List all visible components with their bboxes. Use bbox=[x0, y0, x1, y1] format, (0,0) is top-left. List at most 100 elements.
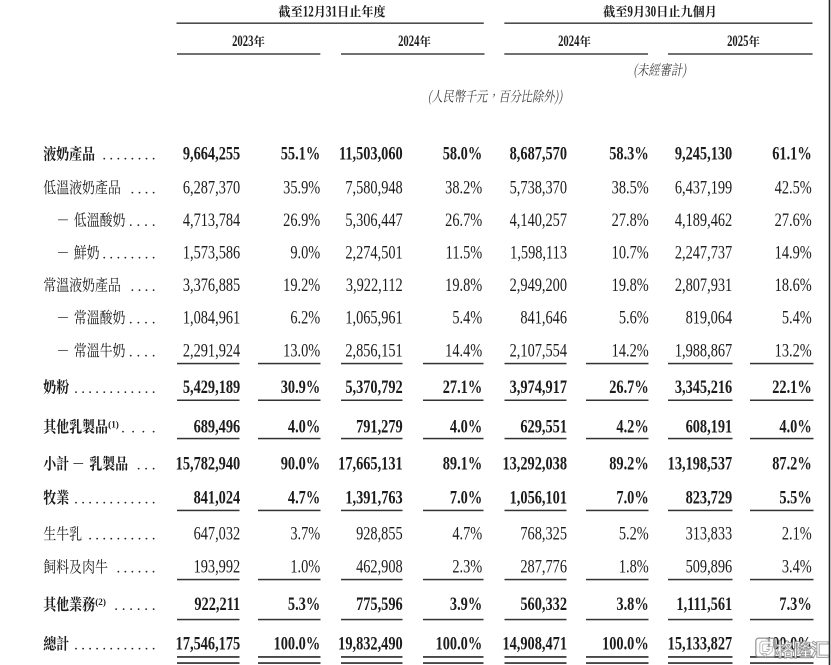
svg-text:3,974,917: 3,974,917 bbox=[510, 376, 568, 398]
svg-text:9,664,255: 9,664,255 bbox=[183, 143, 240, 165]
svg-text:42.5%: 42.5% bbox=[775, 176, 812, 198]
svg-text:87.2%: 87.2% bbox=[772, 452, 811, 474]
svg-text:2024: 2024 bbox=[398, 32, 420, 50]
svg-text:928,855: 928,855 bbox=[356, 523, 403, 545]
svg-text:19.2%: 19.2% bbox=[283, 274, 320, 296]
svg-text:61.1%: 61.1% bbox=[772, 143, 811, 165]
svg-text:11,503,060: 11,503,060 bbox=[339, 143, 403, 165]
svg-text:........: ........ bbox=[102, 246, 158, 262]
svg-text:100.0%: 100.0% bbox=[274, 632, 321, 654]
svg-text:....: .... bbox=[131, 279, 159, 295]
svg-text:38.2%: 38.2% bbox=[445, 176, 482, 198]
svg-text:89.2%: 89.2% bbox=[609, 452, 648, 474]
svg-text:2,107,554: 2,107,554 bbox=[510, 339, 568, 361]
svg-text:4.0%: 4.0% bbox=[450, 415, 482, 437]
svg-text:1,084,961: 1,084,961 bbox=[183, 306, 240, 328]
svg-text:841,646: 841,646 bbox=[520, 306, 567, 328]
svg-text:27.1%: 27.1% bbox=[443, 376, 482, 398]
svg-text:19.8%: 19.8% bbox=[612, 274, 649, 296]
svg-text:............: ............ bbox=[74, 638, 159, 654]
svg-text:560,332: 560,332 bbox=[520, 593, 567, 615]
svg-text:2,856,151: 2,856,151 bbox=[345, 339, 402, 361]
svg-text:2.3%: 2.3% bbox=[452, 556, 482, 578]
svg-text:26.7%: 26.7% bbox=[609, 376, 648, 398]
svg-text:689,496: 689,496 bbox=[194, 415, 241, 437]
svg-text:1,111,561: 1,111,561 bbox=[676, 593, 732, 615]
svg-text:14.2%: 14.2% bbox=[612, 339, 649, 361]
svg-text:90.0%: 90.0% bbox=[281, 452, 320, 474]
svg-text:14.4%: 14.4% bbox=[445, 339, 482, 361]
svg-text:1,065,961: 1,065,961 bbox=[345, 306, 402, 328]
svg-text:6.2%: 6.2% bbox=[290, 306, 320, 328]
svg-text:9.0%: 9.0% bbox=[290, 241, 320, 263]
svg-text:5,370,792: 5,370,792 bbox=[345, 376, 402, 398]
svg-text:..........: .......... bbox=[88, 528, 159, 544]
svg-text:4.2%: 4.2% bbox=[616, 415, 648, 437]
svg-text:......: ...... bbox=[114, 598, 159, 614]
svg-text:35.9%: 35.9% bbox=[283, 176, 320, 198]
svg-text:....: .... bbox=[129, 311, 159, 327]
svg-text:30.9%: 30.9% bbox=[281, 376, 320, 398]
svg-text:608,191: 608,191 bbox=[686, 415, 733, 437]
svg-text:...: ... bbox=[137, 458, 160, 474]
svg-text:647,032: 647,032 bbox=[194, 523, 241, 545]
svg-text:55.1%: 55.1% bbox=[281, 143, 320, 165]
svg-text:791,279: 791,279 bbox=[356, 415, 403, 437]
svg-text:13.0%: 13.0% bbox=[283, 339, 320, 361]
svg-text:3,922,112: 3,922,112 bbox=[346, 274, 403, 296]
svg-text:7.3%: 7.3% bbox=[779, 593, 811, 615]
svg-text:7,580,948: 7,580,948 bbox=[345, 176, 402, 198]
svg-text:10.7%: 10.7% bbox=[612, 241, 649, 263]
svg-text:5.5%: 5.5% bbox=[779, 486, 811, 508]
svg-text:....: .... bbox=[129, 344, 159, 360]
svg-text:287,776: 287,776 bbox=[520, 556, 567, 578]
svg-text:3.9%: 3.9% bbox=[450, 593, 482, 615]
svg-text:2,949,200: 2,949,200 bbox=[510, 274, 567, 296]
svg-text:22.1%: 22.1% bbox=[772, 376, 811, 398]
svg-text:15,133,827: 15,133,827 bbox=[668, 632, 733, 654]
svg-text:89.1%: 89.1% bbox=[443, 452, 482, 474]
svg-text:841,024: 841,024 bbox=[194, 486, 241, 508]
svg-text:462,908: 462,908 bbox=[356, 556, 403, 578]
svg-text:5.4%: 5.4% bbox=[452, 306, 482, 328]
svg-text:3,376,885: 3,376,885 bbox=[183, 274, 240, 296]
svg-text:14,908,471: 14,908,471 bbox=[502, 632, 567, 654]
svg-text:5.2%: 5.2% bbox=[619, 523, 649, 545]
svg-text:1,598,113: 1,598,113 bbox=[510, 241, 567, 263]
svg-text:6,287,370: 6,287,370 bbox=[183, 176, 240, 198]
svg-text:509,896: 509,896 bbox=[686, 556, 733, 578]
svg-text:3,345,216: 3,345,216 bbox=[675, 376, 733, 398]
svg-text:9: 9 bbox=[627, 2, 633, 19]
svg-text:313,833: 313,833 bbox=[686, 523, 733, 545]
svg-text:5.4%: 5.4% bbox=[782, 306, 812, 328]
svg-text:1,391,763: 1,391,763 bbox=[345, 486, 402, 508]
svg-text:1.8%: 1.8% bbox=[619, 556, 649, 578]
svg-text:2023: 2023 bbox=[232, 32, 254, 50]
svg-text:17,546,175: 17,546,175 bbox=[176, 632, 241, 654]
svg-text:19.8%: 19.8% bbox=[445, 274, 482, 296]
svg-text:7.0%: 7.0% bbox=[616, 486, 648, 508]
svg-text:100.0%: 100.0% bbox=[436, 632, 483, 654]
svg-text:............: ............ bbox=[74, 491, 159, 507]
svg-text:7.0%: 7.0% bbox=[450, 486, 482, 508]
svg-text:(1): (1) bbox=[108, 419, 119, 429]
svg-text:26.7%: 26.7% bbox=[445, 209, 482, 231]
svg-text:13.2%: 13.2% bbox=[775, 339, 812, 361]
svg-text:18.6%: 18.6% bbox=[775, 274, 812, 296]
svg-text:........: ........ bbox=[102, 148, 158, 164]
svg-text:13,292,038: 13,292,038 bbox=[502, 452, 567, 474]
svg-text:100.0%: 100.0% bbox=[602, 632, 649, 654]
svg-text:5,738,370: 5,738,370 bbox=[510, 176, 567, 198]
svg-text:11.5%: 11.5% bbox=[446, 241, 483, 263]
svg-text:1,988,867: 1,988,867 bbox=[675, 339, 733, 361]
svg-text:6,437,199: 6,437,199 bbox=[675, 176, 732, 198]
svg-text:2,274,501: 2,274,501 bbox=[345, 241, 402, 263]
svg-text:1,056,101: 1,056,101 bbox=[510, 486, 567, 508]
svg-text:8,687,570: 8,687,570 bbox=[510, 143, 567, 165]
svg-text:14.9%: 14.9% bbox=[775, 241, 812, 263]
svg-text:4.0%: 4.0% bbox=[288, 415, 320, 437]
svg-text:2,247,737: 2,247,737 bbox=[675, 241, 733, 263]
svg-text:1.0%: 1.0% bbox=[290, 556, 320, 578]
svg-text:4.7%: 4.7% bbox=[452, 523, 482, 545]
svg-text:3.4%: 3.4% bbox=[782, 556, 812, 578]
